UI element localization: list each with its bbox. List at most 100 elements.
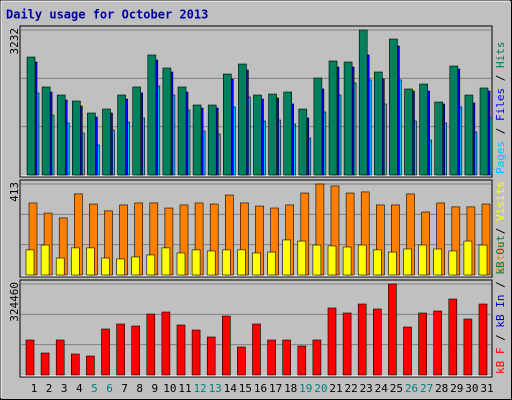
- bar: [434, 101, 444, 176]
- bar: [252, 323, 261, 376]
- x-tick-label: 27: [420, 382, 433, 395]
- bar: [268, 93, 277, 176]
- bar: [102, 108, 111, 176]
- bar: [342, 312, 352, 376]
- x-tick-label: 12: [193, 382, 206, 395]
- bar: [297, 240, 307, 276]
- bar: [404, 88, 413, 176]
- x-tick-label: 9: [151, 382, 158, 395]
- bar: [388, 251, 397, 276]
- x-tick-label: 8: [136, 382, 143, 395]
- bar: [419, 83, 428, 176]
- x-tick-label: 3: [61, 382, 68, 395]
- bar: [267, 251, 276, 276]
- bar: [132, 86, 141, 176]
- bar: [238, 63, 247, 176]
- bar: [373, 71, 383, 176]
- y-tick-label: 3232: [8, 28, 21, 55]
- bar: [283, 91, 293, 176]
- bar: [131, 325, 140, 376]
- bar: [222, 315, 231, 376]
- legend-separator: /: [494, 121, 507, 141]
- bar: [71, 353, 80, 376]
- bar: [101, 257, 110, 276]
- bar: [463, 318, 473, 376]
- x-tick-label: 4: [76, 382, 83, 395]
- bar: [222, 249, 231, 276]
- bar: [86, 355, 95, 376]
- bar: [192, 104, 202, 176]
- bar: [343, 61, 353, 176]
- x-tick-label: 11: [178, 382, 191, 395]
- legend: Sites / Visits: [494, 181, 507, 274]
- x-tick-label: 22: [344, 382, 357, 395]
- legend-item: Hits: [494, 42, 507, 69]
- bar: [176, 252, 186, 276]
- bar: [253, 94, 262, 176]
- bar: [87, 112, 96, 176]
- legend: Pages / Files / Hits: [494, 42, 507, 175]
- bar: [389, 38, 398, 176]
- bar: [131, 256, 140, 276]
- x-tick-label: 23: [360, 382, 373, 395]
- x-tick-label: 2: [46, 382, 53, 395]
- x-tick-label: 17: [269, 382, 282, 395]
- bar: [464, 94, 474, 176]
- bar: [372, 249, 382, 276]
- bar: [25, 339, 35, 376]
- bar: [448, 298, 458, 376]
- bar: [116, 323, 125, 376]
- x-tick-label: 19: [299, 382, 312, 395]
- legend-separator: /: [494, 221, 507, 241]
- bar: [206, 250, 216, 276]
- bar: [26, 56, 36, 176]
- chart-title: Daily usage for October 2013: [6, 8, 208, 22]
- x-tick-label: 31: [480, 382, 493, 395]
- bar: [297, 345, 307, 376]
- bar: [282, 239, 292, 276]
- bar: [328, 60, 338, 176]
- bar: [237, 249, 246, 276]
- bar: [191, 329, 201, 376]
- bar: [327, 245, 337, 276]
- bar: [463, 240, 473, 276]
- bar: [418, 244, 427, 276]
- x-tick-label: 15: [239, 382, 252, 395]
- bar: [56, 94, 66, 176]
- legend-item: Sites: [494, 241, 507, 274]
- bar: [117, 94, 126, 176]
- legend-item: kB F: [494, 348, 507, 375]
- bar: [342, 246, 352, 276]
- bar: [223, 73, 232, 176]
- bar: [433, 310, 443, 376]
- x-tick-label: 16: [254, 382, 267, 395]
- x-tick-label: 13: [209, 382, 222, 395]
- bar: [147, 54, 157, 176]
- legend-separator: /: [494, 68, 507, 88]
- bar: [478, 303, 488, 376]
- x-tick-label: 20: [314, 382, 327, 395]
- bar: [358, 29, 368, 176]
- bar: [449, 65, 459, 176]
- x-tick-label: 24: [375, 382, 389, 395]
- bar: [55, 257, 65, 276]
- bar: [372, 308, 382, 376]
- x-tick-label: 29: [450, 382, 463, 395]
- bar: [418, 312, 427, 376]
- bar: [162, 67, 172, 176]
- bar: [72, 100, 81, 176]
- bar: [478, 244, 488, 276]
- bar: [176, 324, 186, 376]
- bar: [41, 86, 51, 176]
- bar: [403, 248, 412, 276]
- x-tick-label: 10: [163, 382, 176, 395]
- legend-item: kB Out: [494, 235, 507, 275]
- x-tick-label: 5: [91, 382, 98, 395]
- bar: [161, 311, 171, 376]
- bar: [448, 250, 458, 276]
- bar: [146, 254, 156, 276]
- x-tick-label: 26: [405, 382, 418, 395]
- bar: [161, 247, 171, 276]
- bar: [479, 87, 489, 176]
